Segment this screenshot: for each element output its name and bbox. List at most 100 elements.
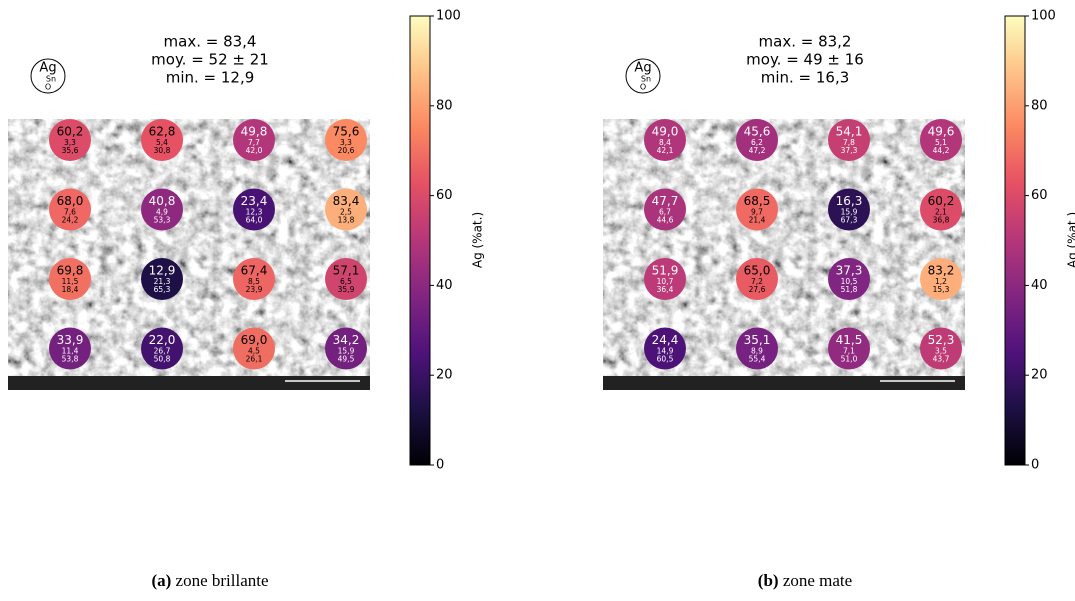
ag-label: 65,0 — [744, 264, 771, 278]
o-label: 24,2 — [62, 216, 79, 225]
sn-label: 1,2 — [935, 277, 947, 286]
colorbar-tick-label: 80 — [1031, 98, 1048, 113]
data-circle — [920, 327, 962, 370]
o-label: 36,8 — [933, 216, 950, 225]
ag-label: 16,3 — [836, 194, 863, 208]
stat-line: max. = 83,4 — [164, 33, 257, 51]
sn-label: 11,5 — [62, 277, 79, 286]
o-label: 50,8 — [154, 355, 171, 364]
ag-label: 83,4 — [333, 194, 360, 208]
o-label: 53,3 — [154, 216, 171, 225]
data-circle — [49, 188, 91, 231]
data-circle — [736, 258, 778, 300]
o-label: 49,5 — [338, 355, 355, 364]
ag-label: 62,8 — [149, 125, 176, 139]
stat-line: max. = 83,2 — [759, 33, 852, 51]
legend-entry: Sn — [46, 75, 56, 84]
o-label: 35,9 — [338, 285, 355, 294]
o-label: 30,8 — [154, 146, 171, 155]
ag-label: 54,1 — [836, 125, 863, 139]
sn-label: 26,7 — [154, 347, 171, 356]
data-circle — [49, 258, 91, 300]
colorbar-tick-label: 80 — [436, 98, 453, 113]
info-bar — [603, 376, 965, 390]
colorbar-tick-label: 0 — [1031, 458, 1039, 473]
ag-label: 51,9 — [652, 264, 679, 278]
o-label: 37,3 — [841, 146, 858, 155]
o-label: 20,6 — [338, 146, 355, 155]
o-label: 51,8 — [841, 285, 858, 294]
ag-label: 69,8 — [57, 264, 84, 278]
sn-label: 15,9 — [841, 208, 858, 217]
data-circle — [325, 327, 367, 370]
ag-label: 40,8 — [149, 194, 176, 208]
sn-label: 3,3 — [64, 138, 76, 147]
o-label: 47,2 — [749, 146, 766, 155]
sn-label: 8,4 — [659, 138, 671, 147]
caption-text: zone brillante — [176, 571, 269, 590]
data-circle — [920, 258, 962, 300]
data-circle — [233, 327, 275, 370]
sn-label: 2,5 — [340, 208, 352, 217]
ag-label: 83,2 — [928, 264, 955, 278]
o-label: 65,3 — [154, 285, 171, 294]
legend-entry: Ag — [634, 61, 651, 76]
stat-line: moy. = 49 ± 16 — [746, 51, 864, 69]
sn-label: 7,6 — [64, 208, 76, 217]
sn-label: 6,5 — [340, 277, 352, 286]
data-circle — [828, 258, 870, 300]
data-circle — [828, 188, 870, 231]
ag-label: 24,4 — [652, 333, 679, 347]
sn-label: 9,7 — [751, 208, 763, 217]
o-label: 44,6 — [657, 216, 674, 225]
colorbar-label: Ag (%at.) — [1066, 212, 1075, 268]
data-circle — [644, 188, 686, 231]
data-circle — [828, 327, 870, 370]
o-label: 60,5 — [657, 355, 674, 364]
sn-label: 7,2 — [751, 277, 763, 286]
legend-icon — [30, 58, 66, 94]
stat-line: min. = 12,9 — [166, 69, 255, 87]
o-label: 51,0 — [841, 355, 858, 364]
colorbar-tick-label: 20 — [1031, 368, 1048, 383]
legend-icon — [625, 58, 661, 94]
o-label: 43,7 — [933, 355, 950, 364]
sn-label: 5,4 — [156, 138, 168, 147]
o-label: 26,1 — [246, 355, 263, 364]
ag-label: 12,9 — [149, 264, 176, 278]
o-label: 23,9 — [246, 285, 263, 294]
data-circle — [828, 119, 870, 161]
o-label: 64,0 — [246, 216, 263, 225]
caption: (a) zone brillante — [151, 571, 268, 590]
data-circle — [233, 258, 275, 300]
ag-label: 68,5 — [744, 194, 771, 208]
data-circle — [644, 258, 686, 300]
data-circle — [736, 119, 778, 161]
sn-label: 4,5 — [248, 347, 260, 356]
sn-label: 4,9 — [156, 208, 168, 217]
data-circle — [325, 258, 367, 300]
ag-label: 69,0 — [241, 333, 268, 347]
o-label: 15,3 — [933, 285, 950, 294]
colorbar-tick-label: 60 — [1031, 188, 1048, 203]
data-circle — [141, 119, 183, 161]
colorbar-tick-label: 60 — [436, 188, 453, 203]
ag-label: 49,6 — [928, 125, 955, 139]
ag-label: 41,5 — [836, 333, 863, 347]
ag-label: 52,3 — [928, 333, 955, 347]
data-circle — [141, 327, 183, 370]
sn-label: 3,5 — [935, 347, 947, 356]
data-circle — [920, 188, 962, 231]
data-circle — [233, 119, 275, 161]
caption: (b) zone mate — [758, 571, 852, 590]
ag-label: 35,1 — [744, 333, 771, 347]
ag-label: 37,3 — [836, 264, 863, 278]
sn-label: 7,7 — [248, 138, 260, 147]
data-circle — [49, 327, 91, 370]
ag-label: 75,6 — [333, 125, 360, 139]
o-label: 42,1 — [657, 146, 674, 155]
ag-label: 60,2 — [57, 125, 84, 139]
sn-label: 8,5 — [248, 277, 260, 286]
